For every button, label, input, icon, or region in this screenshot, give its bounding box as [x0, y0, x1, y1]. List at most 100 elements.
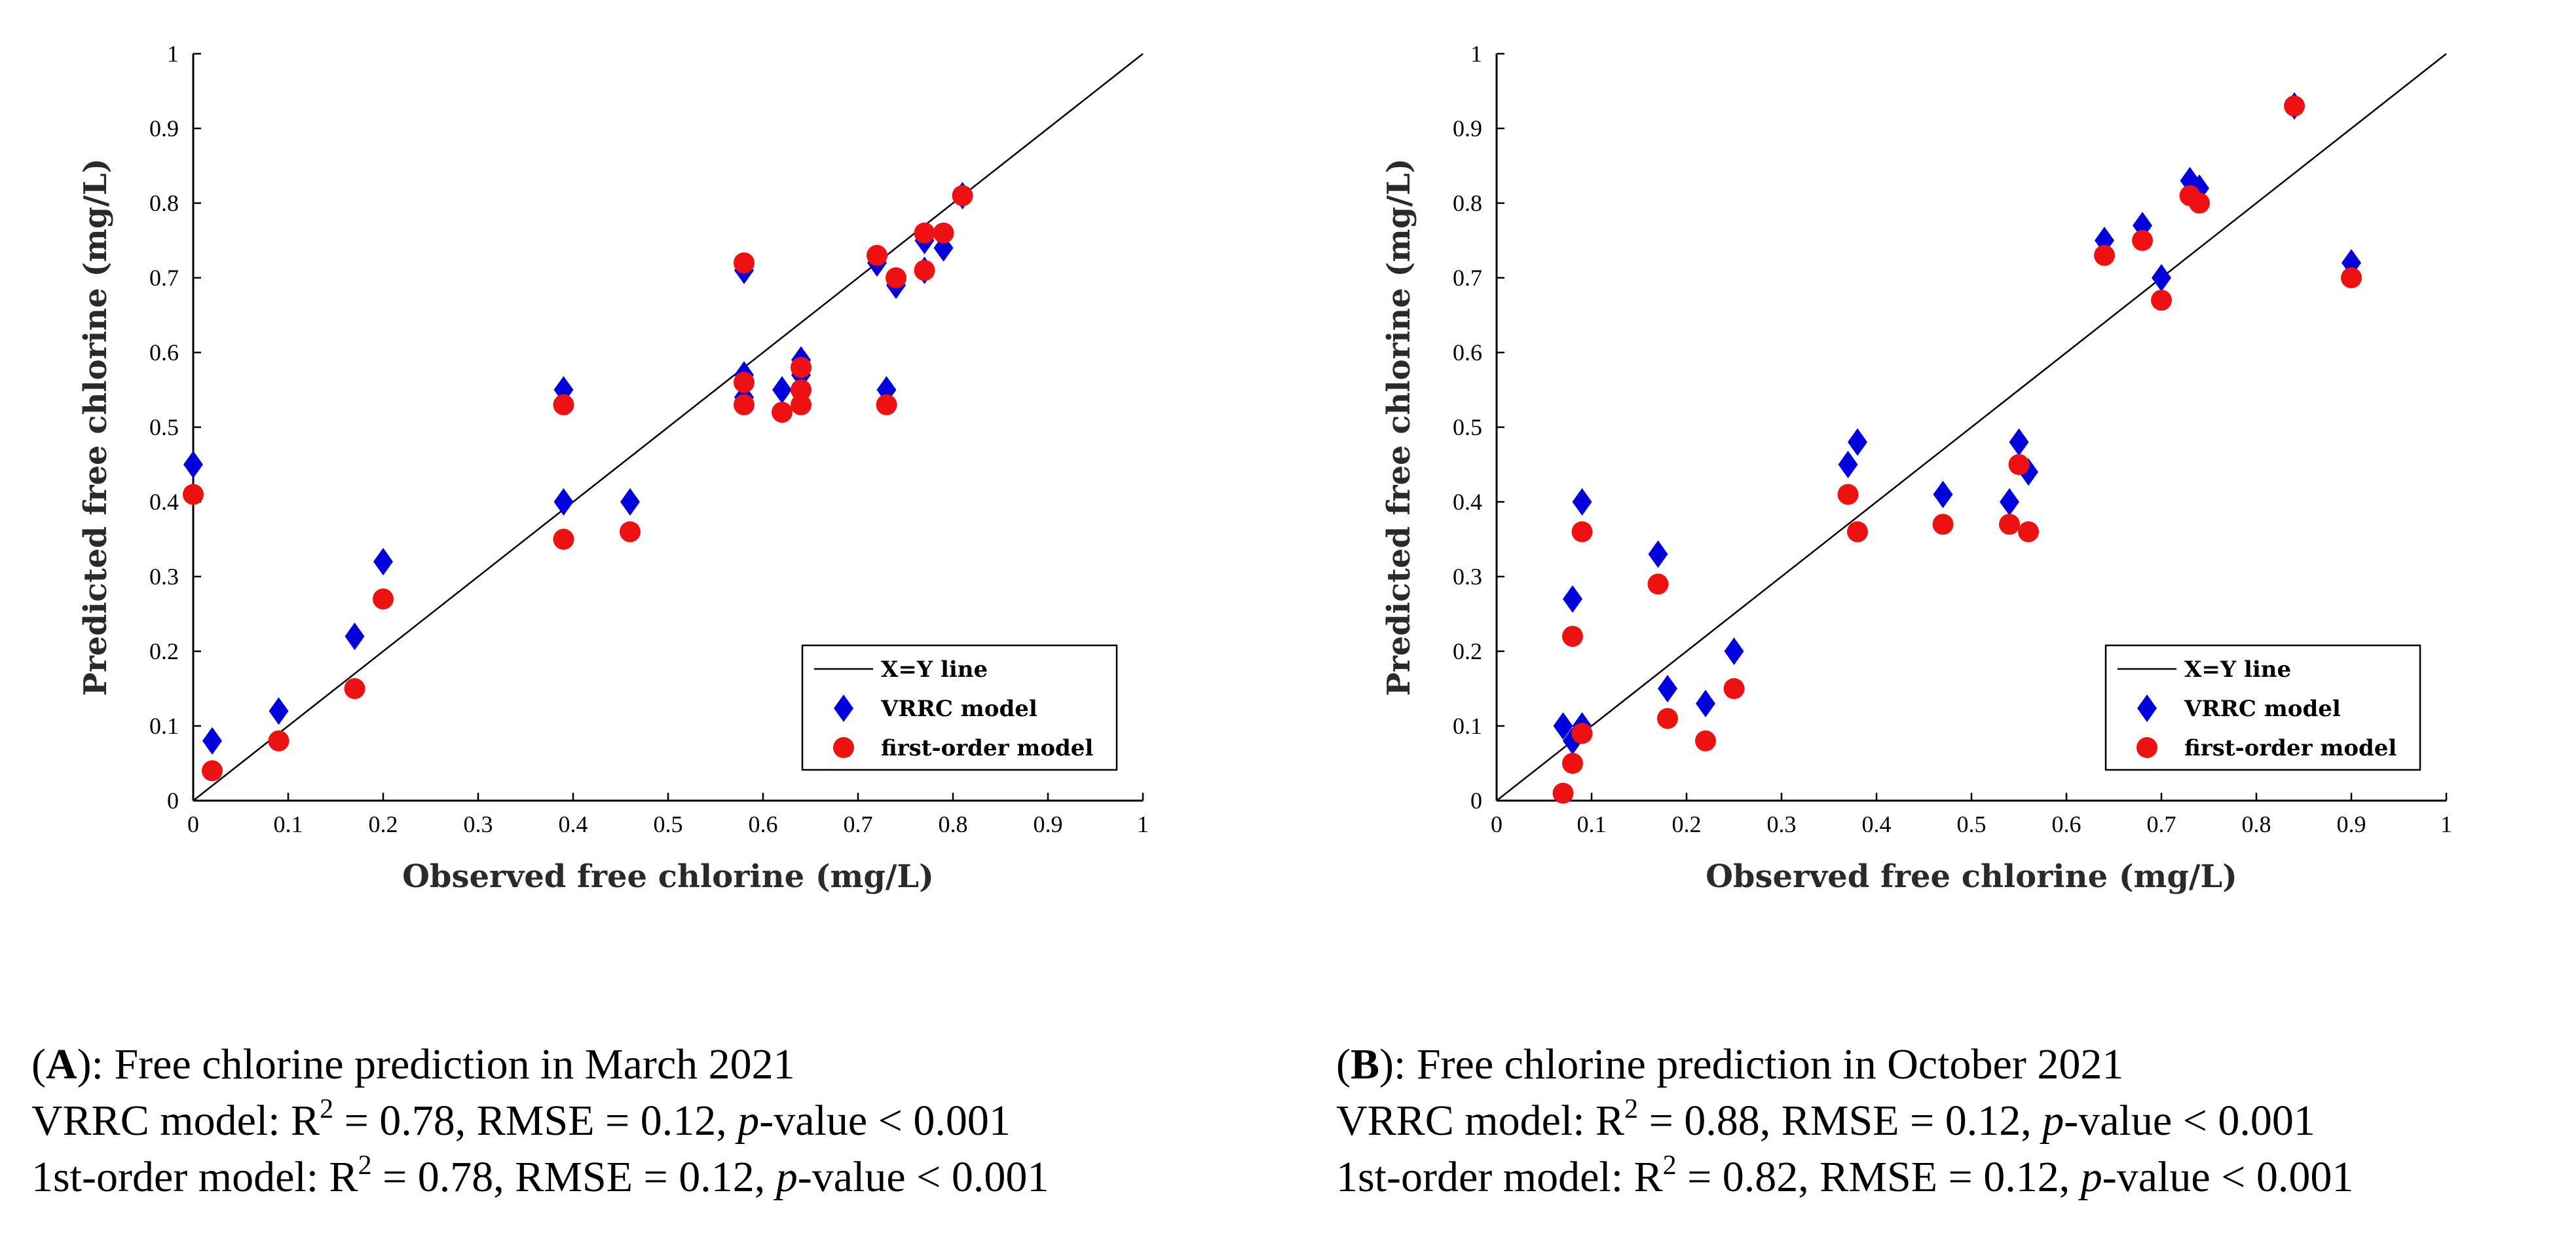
chart-a-first-order-point [553, 529, 574, 550]
chart-b-x-tick-label: 0.8 [2242, 811, 2271, 837]
chart-a-x-tick-label: 0.7 [844, 811, 873, 837]
chart-a-y-tick-label: 0.7 [149, 265, 179, 291]
chart-b-vrrc-point [1553, 712, 1573, 740]
chart-a-first-order-point [553, 394, 574, 415]
chart-b-first-order-point [1837, 484, 1859, 505]
chart-b-vrrc-point [1572, 488, 1592, 516]
chart-a-first-order-point [914, 259, 935, 281]
chart-b-vrrc-point [1696, 689, 1715, 717]
chart-b-vrrc-point [2000, 488, 2019, 516]
chart-b-first-order-point [1847, 521, 1868, 542]
chart-a-first-order-point [772, 402, 793, 423]
chart-a-y-tick-label: 0.2 [149, 638, 179, 664]
chart-b-first-order-point [1571, 723, 1593, 744]
chart-a-y-tick-label: 0.9 [149, 115, 179, 142]
chart-b-y-tick-label: 0.2 [1453, 638, 1482, 664]
chart-b-vrrc-point [1658, 675, 1677, 702]
chart-b-vrrc-point [1724, 638, 1744, 665]
chart-b-vrrc-point [2152, 264, 2171, 292]
chart-b: 00 0.1 0.1 0.2 0.2 0.3 0.3 0.4 0.4 0.5 0.5 0.6 0.6 0.… [1381, 41, 2452, 895]
chart-b-y-tick-label: 0.9 [1453, 115, 1482, 142]
chart-a-x-tick-label: 0.4 [559, 811, 588, 837]
chart-b-x-tick-label: 0.9 [2337, 811, 2366, 837]
chart-b-y-tick-label: 1 [1470, 41, 1482, 67]
chart-b-x-tick-label: 0.1 [1577, 811, 1607, 837]
chart-b-x-tick-label: 0.6 [2052, 811, 2081, 837]
chart-a: 00 0.1 0.1 0.2 0.2 0.3 0.3 0.4 0.4 0.5 0.5 0.6 0.6 0.… [77, 41, 1149, 895]
chart-b-y-tick-label: 0.8 [1453, 190, 1482, 216]
chart-b-first-order-point [2132, 230, 2153, 251]
caption-a-vrrc-stats: VRRC model: R2 = 0.78, RMSE = 0.12, p-va… [31, 1094, 1011, 1145]
chart-b-legend-circle-swatch [2137, 737, 2157, 758]
chart-a-y-tick-label: 0 [167, 788, 179, 814]
chart-b-first-order-point [1695, 730, 1716, 752]
chart-b-vrrc-point [1838, 451, 1858, 478]
chart-b-legend-xy-line: X=Y line [2184, 657, 2291, 683]
chart-b-vrrc-point [1563, 585, 1582, 613]
chart-b-y-tick-label: 0.5 [1453, 414, 1482, 440]
chart-a-vrrc-point [202, 727, 222, 755]
chart-b-first-order-point [1562, 753, 1583, 774]
chart-a-vrrc-point [772, 376, 792, 404]
chart-b-x-tick-label: 0.2 [1672, 811, 1702, 837]
chart-b-y-axis-label: Predicted free chlorine (mg/L) [1381, 159, 1417, 696]
chart-b-first-order-point [1647, 573, 1669, 595]
chart-a-x-tick-label: 0.9 [1034, 811, 1063, 837]
chart-a-first-order-point [791, 356, 812, 378]
chart-a-first-order-point [734, 252, 755, 274]
chart-b-x-tick-label: 0.7 [2147, 811, 2176, 837]
chart-b-y-tick-label: 0.7 [1453, 265, 1482, 291]
chart-b-y-tick-label: 0.1 [1453, 713, 1482, 739]
chart-a-y-axis-label: Predicted free chlorine (mg/L) [77, 159, 114, 696]
caption-a-title: (A): Free chlorine prediction in March 2… [31, 1040, 795, 1088]
chart-a-vrrc-point [269, 697, 289, 725]
chart-a-vrrc-point [183, 451, 203, 478]
chart-a-x-tick-label: 0.3 [464, 811, 493, 837]
chart-a-vrrc-point [345, 622, 365, 651]
chart-b-xy-line [1496, 53, 2447, 801]
chart-a-legend-xy-line: X=Y line [881, 657, 988, 683]
chart-a-first-order-point [268, 730, 289, 752]
chart-b-first-order-point [2284, 95, 2305, 117]
chart-a-first-order-point [914, 222, 935, 244]
chart-b-first-order-point [1562, 626, 1583, 647]
chart-a-first-order-point [886, 267, 906, 288]
chart-b-y-tick-label: 0.4 [1453, 489, 1482, 515]
chart-a-x-tick-label: 0.5 [654, 811, 683, 837]
chart-a-legend [801, 644, 1118, 771]
chart-b-vrrc-point [1933, 480, 1953, 508]
caption-b-vrrc-stats: VRRC model: R2 = 0.88, RMSE = 0.12, p-va… [1336, 1094, 2315, 1145]
chart-b-x-tick-label: 0.5 [1957, 811, 1987, 837]
chart-a-first-order-point [791, 379, 812, 400]
chart-a-first-order-point [183, 484, 204, 505]
chart-b-x-tick-label: 0 [1491, 811, 1503, 837]
chart-a-y-tick-label: 0.8 [149, 190, 179, 216]
chart-a-vrrc-point [620, 488, 640, 516]
chart-b-y-tick-label: 0.3 [1453, 563, 1482, 590]
chart-a-vrrc-point [373, 548, 393, 576]
chart-a-y-tick-label: 0.1 [149, 713, 179, 739]
chart-b-first-order-point [1657, 708, 1678, 729]
chart-b-y-tick-label: 0.6 [1453, 339, 1482, 366]
chart-b-legend-diamond-swatch [2137, 695, 2157, 722]
caption-a: (A): Free chlorine prediction in March 2… [31, 1037, 1049, 1206]
chart-a-vrrc-point [553, 488, 574, 516]
chart-a-x-tick-label: 0.8 [939, 811, 968, 837]
chart-a-x-tick-label: 0.2 [369, 811, 398, 837]
caption-b: (B): Free chlorine prediction in October… [1336, 1037, 2353, 1206]
chart-a-legend-first-order: first-order model [881, 735, 1093, 761]
chart-a-first-order-point [344, 678, 365, 699]
chart-a-first-order-point [933, 222, 954, 244]
chart-a-x-tick-label: 0.1 [274, 811, 303, 837]
chart-a-first-order-point [867, 244, 887, 266]
chart-b-y-tick-label: 0 [1470, 788, 1482, 814]
chart-b-first-order-point [2018, 521, 2039, 542]
chart-a-x-tick-label: 1 [1137, 811, 1149, 837]
caption-a-first-order-stats: 1st-order model: R2 = 0.78, RMSE = 0.12,… [31, 1151, 1049, 1201]
chart-a-xy-line [193, 53, 1144, 801]
chart-b-first-order-point [2341, 267, 2362, 288]
chart-a-y-tick-label: 0.3 [149, 563, 179, 590]
chart-b-x-axis-label: Observed free chlorine (mg/L) [1706, 858, 2237, 895]
chart-b-first-order-point [1723, 678, 1745, 699]
chart-b-legend-vrrc: VRRC model [2184, 696, 2341, 722]
